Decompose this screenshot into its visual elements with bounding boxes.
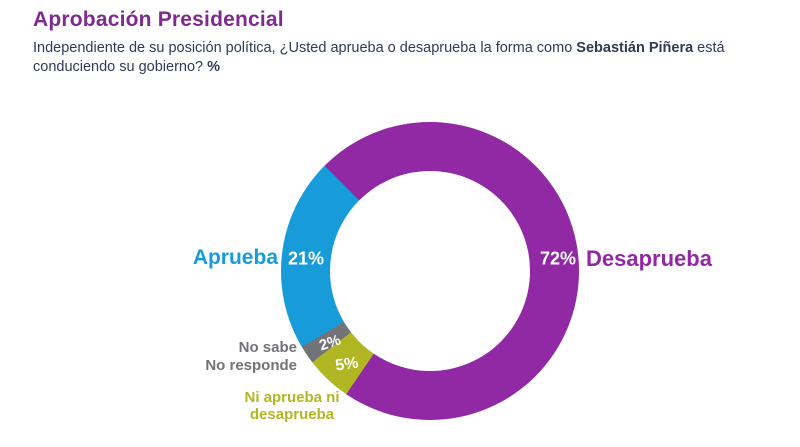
ni-line1: Ni aprueba ni [244,389,340,406]
nosabe-line1: No sabe [238,339,297,356]
ni-line2: desaprueba [249,406,335,423]
question-units: % [207,59,221,75]
ni-aprueba-category-label: Ni aprueba ni desaprueba [227,389,357,423]
donut-chart [281,122,579,420]
question-line1-tail: está [693,40,725,56]
question-line2-text: conduciendo su gobierno? [33,59,208,75]
page-title: Aprobación Presidencial [33,8,284,31]
question-president-name: Sebastián Piñera [576,40,694,56]
desaprueba-category-label: Desaprueba [586,246,712,271]
survey-question: Independiente de su posición política, ¿… [33,39,773,77]
ni-aprueba-value-label: 5% [334,354,360,375]
aprueba-value-label: 21% [287,248,325,269]
nosabe-line2: No responde [205,357,297,374]
question-line1-text: Independiente de su posición política, ¿… [33,40,577,56]
nosabe-category-label: No sabe No responde [160,339,297,375]
aprueba-category-label: Aprueba [192,246,278,269]
desaprueba-value-label: 72% [539,248,577,269]
donut-hole [330,171,530,371]
